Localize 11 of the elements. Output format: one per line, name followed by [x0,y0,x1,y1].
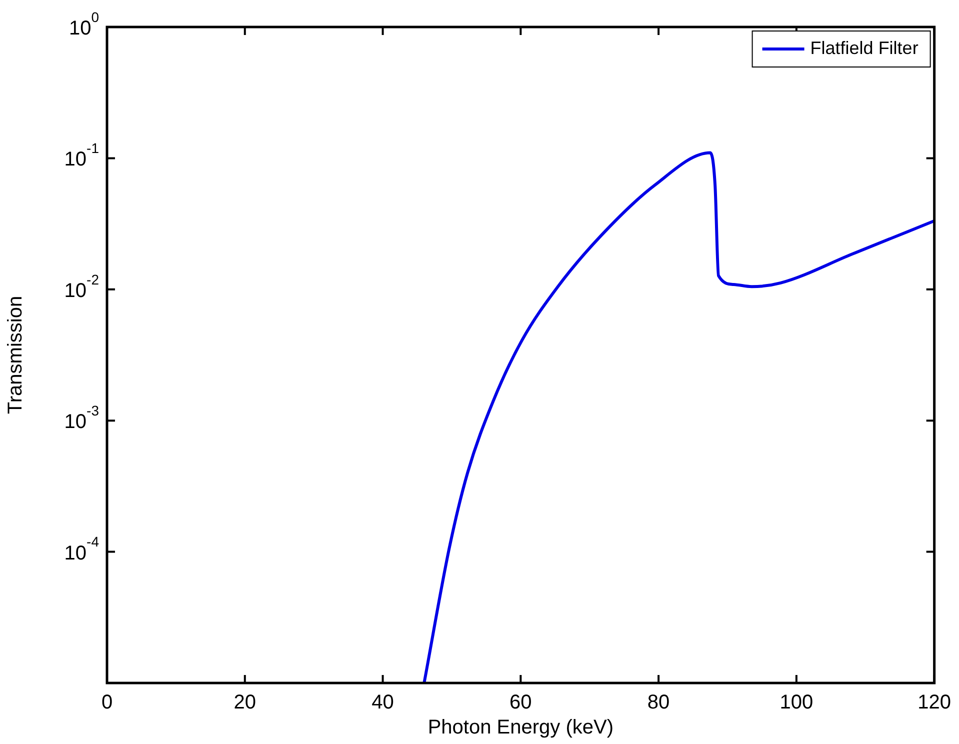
x-tick-label: 80 [647,692,670,714]
x-axis-title: Photon Energy (keV) [428,716,614,739]
x-tick-label: 120 [918,692,952,714]
line-series [422,151,934,683]
x-tick-label: 60 [510,692,532,714]
x-tick-label: 20 [234,692,256,714]
y-axis-title: Transmission [4,296,27,414]
x-tick-label: 0 [101,692,113,714]
legend-label: Flatfield Filter [810,38,918,58]
x-tick-label: 100 [780,692,814,714]
x-tick-label: 40 [372,692,394,714]
